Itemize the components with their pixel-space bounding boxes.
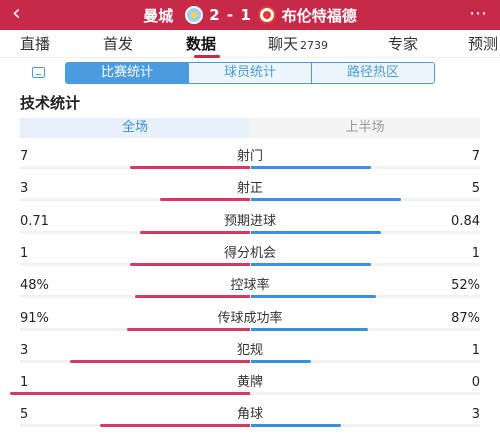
away-value: 0 [471, 375, 480, 391]
home-bar [160, 198, 250, 202]
home-bar [130, 166, 250, 169]
subtab-match-stats[interactable]: 比赛统计 [66, 63, 189, 83]
stat-track [20, 392, 480, 396]
tab-data[interactable]: 数据 [186, 35, 217, 53]
main-tabs: 直播 首发 数据 聊天 2739 专家 预测 [0, 30, 500, 58]
stats-subtabs: 比赛统计 球员统计 路径热区 [65, 62, 435, 84]
tab-chat[interactable]: 聊天 2739 [268, 35, 329, 53]
stat-row: 48% 控球率 52% [0, 279, 500, 311]
stat-track [20, 230, 480, 234]
stat-label: 射正 [236, 181, 263, 197]
stat-row: 3 犯规 1 [0, 342, 500, 376]
active-tab-indicator [194, 55, 220, 58]
stat-label: 得分机会 [223, 245, 276, 261]
stat-track [20, 424, 480, 428]
away-value: 7 [471, 149, 480, 164]
stat-row: 0.71 预期进球 0.84 [0, 213, 500, 247]
stat-track [20, 262, 480, 266]
stat-label: 控球率 [230, 278, 270, 294]
stat-row: 7 射门 7 [0, 150, 500, 182]
stat-label: 犯规 [236, 342, 263, 358]
home-bar [130, 262, 250, 266]
stat-row: 1 得分机会 1 [0, 245, 500, 279]
home-value: 7 [20, 149, 29, 164]
stat-row: 5 角球 3 [0, 408, 500, 440]
away-value: 52% [451, 278, 480, 294]
home-value: 1 [20, 245, 29, 261]
away-value: 1 [471, 245, 480, 261]
home-bar [10, 392, 250, 396]
stat-row: 1 黄牌 0 [0, 376, 500, 408]
away-value: 3 [471, 407, 480, 423]
stat-row: 91% 传球成功率 87% [0, 310, 500, 344]
tab-lineup[interactable]: 首发 [103, 35, 134, 53]
stats-icon [32, 67, 45, 78]
away-value: 5 [471, 181, 480, 197]
away-bar [251, 198, 401, 202]
stat-label: 预期进球 [223, 213, 276, 229]
home-team-name: 曼城 [143, 6, 174, 25]
tab-live[interactable]: 直播 [20, 35, 51, 53]
away-value: 1 [471, 342, 480, 358]
score: 2 - 1 [209, 6, 252, 24]
brentford-crest-icon [257, 6, 276, 24]
home-value: 48% [20, 278, 49, 294]
home-bar [135, 295, 250, 299]
more-icon[interactable]: ⋯ [469, 3, 488, 24]
away-bar [251, 262, 371, 266]
away-bar [251, 295, 376, 299]
stats-subtabs-row: 比赛统计 球员统计 路径热区 [0, 58, 500, 88]
tab-prediction[interactable]: 预测 [468, 35, 499, 53]
home-bar [100, 424, 250, 428]
home-value: 3 [20, 181, 29, 197]
chat-count: 2739 [300, 39, 329, 52]
match-header: ‹ 曼城 2 - 1 布伦特福德 ⋯ [0, 0, 500, 30]
stat-label: 射门 [236, 149, 263, 164]
period-full-match[interactable]: 全场 [20, 118, 250, 138]
tab-expert[interactable]: 专家 [388, 35, 419, 53]
away-bar [251, 327, 368, 331]
section-title: 技术统计 [20, 94, 81, 112]
home-bar [140, 230, 250, 234]
home-bar [127, 327, 250, 331]
home-value: 91% [20, 310, 49, 326]
away-bar [251, 166, 371, 169]
away-bar [251, 359, 311, 363]
home-value: 0.71 [20, 213, 49, 229]
stat-label: 角球 [236, 407, 263, 423]
stat-track [20, 327, 480, 331]
chevron-left-icon[interactable]: ‹ [12, 1, 21, 26]
period-switch: 全场 上半场 [20, 118, 480, 138]
stat-track [20, 166, 480, 169]
manchester-city-crest-icon [185, 6, 204, 24]
stat-track [20, 295, 480, 299]
stat-track [20, 198, 480, 202]
away-value: 0.84 [451, 213, 480, 229]
match-score-line: 曼城 2 - 1 布伦特福德 [0, 0, 500, 30]
subtab-heatmap[interactable]: 路径热区 [312, 63, 434, 83]
home-value: 1 [20, 375, 29, 391]
stat-label: 传球成功率 [217, 310, 283, 326]
subtab-player-stats[interactable]: 球员统计 [189, 63, 312, 83]
home-value: 3 [20, 342, 29, 358]
away-team-name: 布伦特福德 [281, 6, 357, 25]
away-bar [251, 424, 341, 428]
home-bar [70, 359, 250, 363]
away-bar [251, 230, 381, 234]
home-value: 5 [20, 407, 29, 423]
away-value: 87% [451, 310, 480, 326]
period-first-half[interactable]: 上半场 [345, 120, 385, 135]
stat-track [20, 359, 480, 363]
stat-row: 3 射正 5 [0, 182, 500, 214]
stat-label: 黄牌 [236, 375, 263, 391]
